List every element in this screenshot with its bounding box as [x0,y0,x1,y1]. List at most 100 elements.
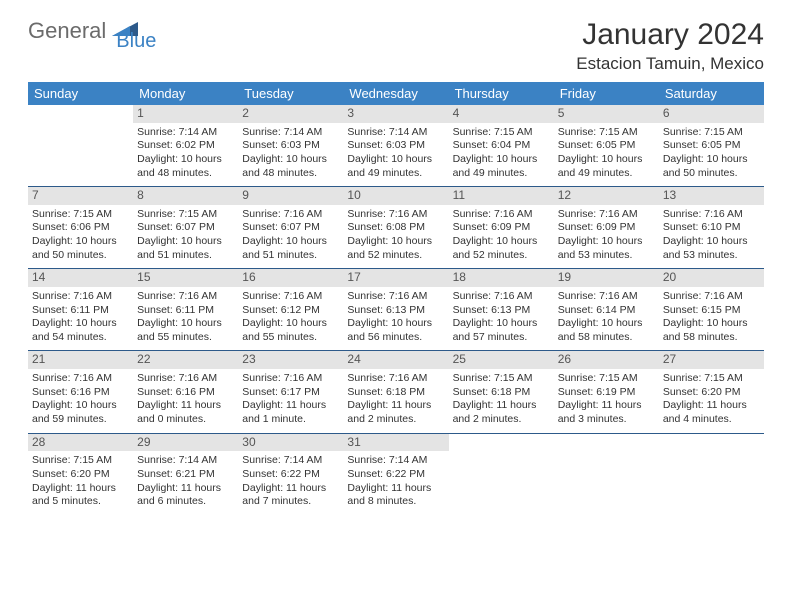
calendar-cell: 11 Sunrise: 7:16 AMSunset: 6:09 PMDayligh… [449,187,554,269]
calendar-cell: 6Sunrise: 7:15 AMSunset: 6:05 PMDaylight… [659,105,764,187]
day-details: Sunrise: 7:16 AMSunset: 6:07 PMDaylight:… [242,208,339,263]
day-details: Sunrise: 7:16 AMSunset: 6:13 PMDaylight:… [453,290,550,345]
day-number: 3 [343,105,448,123]
day-number: 7 [28,187,133,205]
day-number: 18 [449,269,554,287]
day-details: Sunrise: 7:14 AMSunset: 6:22 PMDaylight:… [242,454,339,509]
calendar-cell: 12 Sunrise: 7:16 AMSunset: 6:09 PMDayligh… [554,187,659,269]
day-details: Sunrise: 7:15 AMSunset: 6:19 PMDaylight:… [558,372,655,427]
calendar-cell: 24Sunrise: 7:16 AMSunset: 6:18 PMDayligh… [343,351,448,433]
day-details: Sunrise: 7:14 AMSunset: 6:21 PMDaylight:… [137,454,234,509]
calendar-cell [449,433,554,515]
calendar-cell: 20 Sunrise: 7:16 AMSunset: 6:15 PMDayligh… [659,269,764,351]
calendar-cell: 2Sunrise: 7:14 AMSunset: 6:03 PMDaylight… [238,105,343,187]
day-header: Thursday [449,82,554,105]
page-header: General Blue January 2024 Estacion Tamui… [28,18,764,74]
day-number: 9 [238,187,343,205]
day-number: 29 [133,434,238,452]
calendar-cell: 19 Sunrise: 7:16 AMSunset: 6:14 PMDayligh… [554,269,659,351]
calendar-cell: 28 Sunrise: 7:15 AMSunset: 6:20 PMDayligh… [28,433,133,515]
day-details: Sunrise: 7:14 AMSunset: 6:03 PMDaylight:… [347,126,444,181]
logo: General Blue [28,18,180,44]
day-number: 17 [343,269,448,287]
day-header: Tuesday [238,82,343,105]
day-details: Sunrise: 7:15 AMSunset: 6:05 PMDaylight:… [558,126,655,181]
day-details: Sunrise: 7:16 AMSunset: 6:10 PMDaylight:… [663,208,760,263]
logo-text-blue: Blue [116,30,156,53]
day-number: 27 [659,351,764,369]
day-details: Sunrise: 7:16 AMSunset: 6:15 PMDaylight:… [663,290,760,345]
day-number: 28 [28,434,133,452]
day-details: Sunrise: 7:15 AMSunset: 6:20 PMDaylight:… [32,454,129,509]
day-details: Sunrise: 7:15 AMSunset: 6:07 PMDaylight:… [137,208,234,263]
calendar-cell: 18 Sunrise: 7:16 AMSunset: 6:13 PMDayligh… [449,269,554,351]
day-details: Sunrise: 7:16 AMSunset: 6:12 PMDaylight:… [242,290,339,345]
calendar-week-row: 7 Sunrise: 7:15 AMSunset: 6:06 PMDaylight… [28,187,764,269]
day-number: 10 [343,187,448,205]
day-details: Sunrise: 7:16 AMSunset: 6:14 PMDaylight:… [558,290,655,345]
day-number: 19 [554,269,659,287]
day-number: 5 [554,105,659,123]
day-header: Monday [133,82,238,105]
day-header: Friday [554,82,659,105]
title-block: January 2024 Estacion Tamuin, Mexico [576,18,764,74]
calendar-cell: 14 Sunrise: 7:16 AMSunset: 6:11 PMDayligh… [28,269,133,351]
day-number: 23 [238,351,343,369]
logo-text-general: General [28,18,106,44]
calendar-cell: 15 Sunrise: 7:16 AMSunset: 6:11 PMDayligh… [133,269,238,351]
calendar-week-row: 1 Sunrise: 7:14 AMSunset: 6:02 PMDaylight… [28,105,764,187]
calendar-cell: 10 Sunrise: 7:16 AMSunset: 6:08 PMDayligh… [343,187,448,269]
day-number: 12 [554,187,659,205]
calendar-cell: 25 Sunrise: 7:15 AMSunset: 6:18 PMDayligh… [449,351,554,433]
calendar-week-row: 28 Sunrise: 7:15 AMSunset: 6:20 PMDayligh… [28,433,764,515]
calendar-body: 1 Sunrise: 7:14 AMSunset: 6:02 PMDaylight… [28,105,764,515]
day-number: 25 [449,351,554,369]
day-number: 15 [133,269,238,287]
day-details: Sunrise: 7:16 AMSunset: 6:16 PMDaylight:… [137,372,234,427]
day-number: 14 [28,269,133,287]
calendar-cell: 22 Sunrise: 7:16 AMSunset: 6:16 PMDayligh… [133,351,238,433]
day-number: 21 [28,351,133,369]
day-details: Sunrise: 7:14 AMSunset: 6:02 PMDaylight:… [137,126,234,181]
day-details: Sunrise: 7:15 AMSunset: 6:20 PMDaylight:… [663,372,760,427]
day-number: 1 [133,105,238,123]
day-number: 24 [343,351,448,369]
calendar-table: SundayMondayTuesdayWednesdayThursdayFrid… [28,82,764,515]
day-details: Sunrise: 7:15 AMSunset: 6:04 PMDaylight:… [453,126,550,181]
day-number: 8 [133,187,238,205]
day-number: 6 [659,105,764,123]
calendar-week-row: 21Sunrise: 7:16 AMSunset: 6:16 PMDayligh… [28,351,764,433]
day-details: Sunrise: 7:16 AMSunset: 6:11 PMDaylight:… [32,290,129,345]
calendar-cell: 16Sunrise: 7:16 AMSunset: 6:12 PMDayligh… [238,269,343,351]
calendar-cell: 21Sunrise: 7:16 AMSunset: 6:16 PMDayligh… [28,351,133,433]
day-details: Sunrise: 7:16 AMSunset: 6:09 PMDaylight:… [453,208,550,263]
calendar-cell: 9 Sunrise: 7:16 AMSunset: 6:07 PMDaylight… [238,187,343,269]
day-number: 26 [554,351,659,369]
day-details: Sunrise: 7:15 AMSunset: 6:18 PMDaylight:… [453,372,550,427]
calendar-cell: 31 Sunrise: 7:14 AMSunset: 6:22 PMDayligh… [343,433,448,515]
calendar-cell: 8 Sunrise: 7:15 AMSunset: 6:07 PMDaylight… [133,187,238,269]
day-number: 2 [238,105,343,123]
calendar-cell: 3 Sunrise: 7:14 AMSunset: 6:03 PMDaylight… [343,105,448,187]
day-details: Sunrise: 7:15 AMSunset: 6:06 PMDaylight:… [32,208,129,263]
day-number: 20 [659,269,764,287]
calendar-cell: 17Sunrise: 7:16 AMSunset: 6:13 PMDayligh… [343,269,448,351]
calendar-cell [28,105,133,187]
day-details: Sunrise: 7:16 AMSunset: 6:09 PMDaylight:… [558,208,655,263]
calendar-cell [554,433,659,515]
month-title: January 2024 [576,18,764,52]
day-details: Sunrise: 7:16 AMSunset: 6:17 PMDaylight:… [242,372,339,427]
day-details: Sunrise: 7:16 AMSunset: 6:08 PMDaylight:… [347,208,444,263]
day-number: 11 [449,187,554,205]
day-header: Wednesday [343,82,448,105]
calendar-cell [659,433,764,515]
day-number: 30 [238,434,343,452]
day-number: 22 [133,351,238,369]
day-details: Sunrise: 7:16 AMSunset: 6:11 PMDaylight:… [137,290,234,345]
day-number: 4 [449,105,554,123]
calendar-cell: 5 Sunrise: 7:15 AMSunset: 6:05 PMDaylight… [554,105,659,187]
day-number: 31 [343,434,448,452]
day-details: Sunrise: 7:14 AMSunset: 6:22 PMDaylight:… [347,454,444,509]
calendar-week-row: 14Sunrise: 7:16 AMSunset: 6:11 PMDayligh… [28,269,764,351]
calendar-cell: 7 Sunrise: 7:15 AMSunset: 6:06 PMDaylight… [28,187,133,269]
